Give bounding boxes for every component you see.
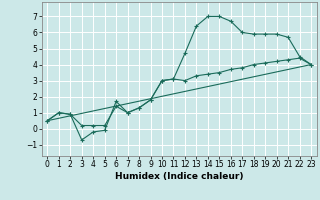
X-axis label: Humidex (Indice chaleur): Humidex (Indice chaleur): [115, 172, 244, 181]
